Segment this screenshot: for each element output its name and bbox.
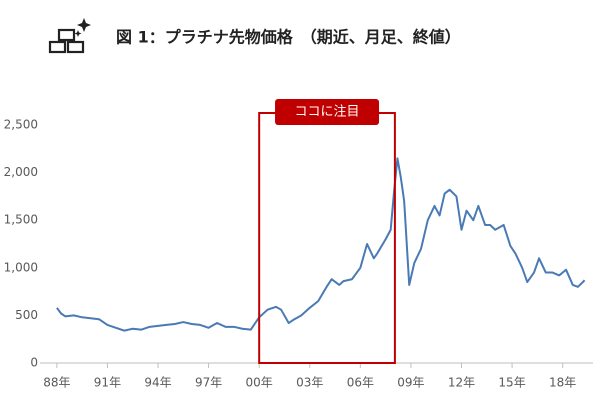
x-tick-label: 06年 <box>347 376 374 390</box>
y-tick-label: 2,000 <box>4 165 38 179</box>
x-tick-label: 94年 <box>144 376 171 390</box>
y-tick-label: 2,500 <box>4 118 38 132</box>
line <box>56 157 586 332</box>
x-tick-label: 91年 <box>94 376 121 390</box>
x-tick-label: 97年 <box>195 376 222 390</box>
gold-icon <box>48 18 91 54</box>
chart-title: 図 1：プラチナ先物価格 （期近、月足、終値） <box>116 28 461 47</box>
y-tick-label: 500 <box>15 308 38 322</box>
x-tick-label: 00年 <box>246 376 273 390</box>
y-tick-label: 1,000 <box>4 260 38 274</box>
x-tick-label: 18年 <box>549 376 576 390</box>
x-tick-label: 03年 <box>296 376 323 390</box>
y-tick-label: 0 <box>30 356 38 370</box>
highlight-label-box <box>275 99 380 125</box>
x-tick-label: 12年 <box>448 376 475 390</box>
highlight-label: ココに注目 <box>295 105 360 120</box>
x-tick-label: 88年 <box>43 376 70 390</box>
x-tick-label: 09年 <box>397 376 424 390</box>
x-tick-label: 15年 <box>498 376 525 390</box>
highlight-box <box>258 112 396 364</box>
y-tick-label: 1,500 <box>4 213 38 227</box>
